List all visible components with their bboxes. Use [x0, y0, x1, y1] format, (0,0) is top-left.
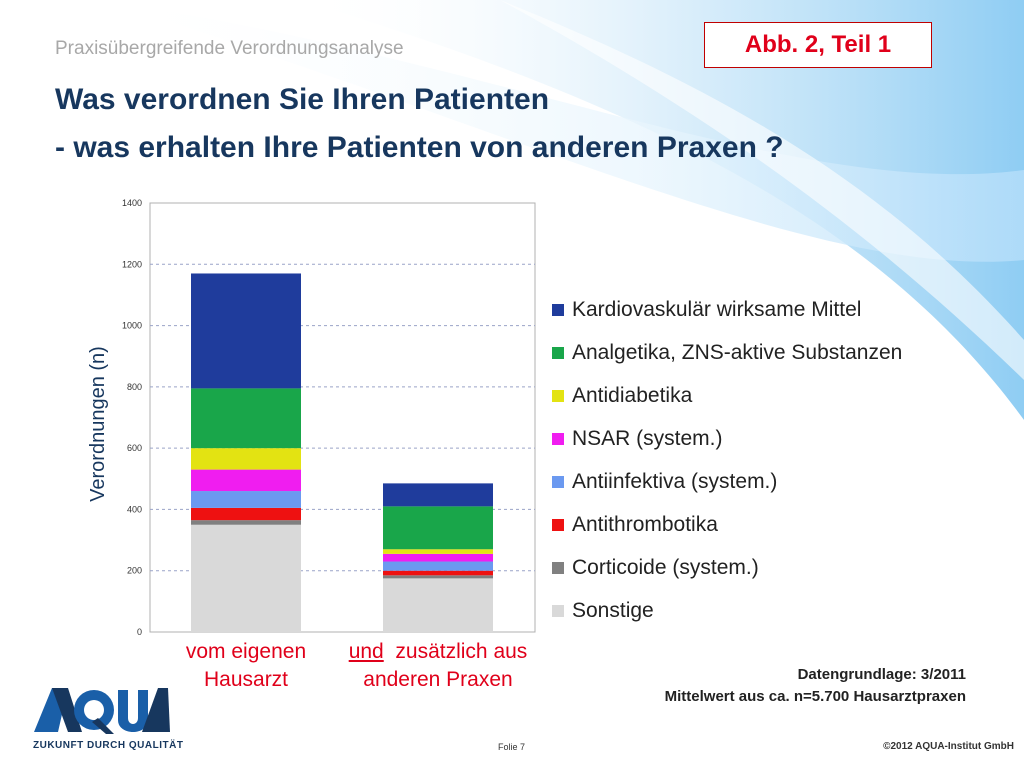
legend-label: NSAR (system.)	[572, 426, 723, 450]
bar-segment	[383, 575, 493, 579]
legend-swatch	[552, 346, 564, 359]
legend-swatch	[552, 303, 564, 316]
bar-segment	[383, 561, 493, 571]
slide-title: Was verordnen Sie Ihren Patienten - was …	[55, 76, 784, 172]
y-tick-label: 400	[127, 504, 142, 514]
x-category-2-line-1-rest: zusätzlich aus	[383, 640, 528, 663]
x-category-1-line-2: Hausarzt	[203, 668, 289, 691]
title-line-2: - was erhalten Ihre Patienten von andere…	[55, 131, 784, 164]
aqua-logo	[34, 688, 170, 734]
legend-label: Corticoide (system.)	[572, 555, 759, 579]
x-category-1-line-1: vom eigenen	[185, 640, 307, 663]
presentation-subtitle: Praxisübergreifende Verordnungsanalyse	[55, 38, 404, 59]
legend-item: Antiinfektiva (system.)	[552, 460, 902, 503]
legend-swatch	[552, 475, 564, 488]
bar-segment	[383, 570, 493, 576]
bar-segment	[191, 520, 301, 525]
bar-segment	[383, 549, 493, 554]
legend-swatch	[552, 561, 564, 574]
data-basis-note: Datengrundlage: 3/2011	[797, 666, 966, 683]
chart-legend: Kardiovaskulär wirksame Mittel Analgetika…	[552, 288, 902, 632]
legend-swatch	[552, 432, 564, 445]
slide-number: Folie 7	[498, 742, 526, 752]
figure-label-box: Abb. 2, Teil 1	[704, 22, 932, 68]
legend-swatch	[552, 389, 564, 402]
legend-item: NSAR (system.)	[552, 417, 902, 460]
legend-item: Antidiabetika	[552, 374, 902, 417]
legend-label: Sonstige	[572, 598, 654, 622]
legend-label: Antiinfektiva (system.)	[572, 469, 778, 493]
bar-segment	[383, 506, 493, 550]
x-category-2-line-2: anderen Praxen	[363, 668, 513, 691]
legend-item: Analgetika, ZNS-aktive Substanzen	[552, 331, 902, 374]
logo-tagline: ZUKUNFT DURCH QUALITÄT	[33, 740, 184, 751]
bar-segment	[191, 273, 301, 389]
copyright: ©2012 AQUA-Institut GmbH	[883, 741, 1014, 752]
y-tick-label: 1200	[122, 259, 142, 269]
legend-label: Antidiabetika	[572, 383, 693, 407]
title-line-1: Was verordnen Sie Ihren Patienten	[55, 83, 550, 116]
y-tick-label: 200	[127, 566, 142, 576]
y-tick-label: 800	[127, 382, 142, 392]
bar-segment	[191, 507, 301, 521]
bar-segment	[191, 448, 301, 470]
mean-note: Mittelwert aus ca. n=5.700 Hausarztpraxe…	[664, 688, 966, 705]
legend-label: Analgetika, ZNS-aktive Substanzen	[572, 340, 903, 364]
bar-segment	[383, 578, 493, 632]
bar-segment	[191, 388, 301, 449]
bar-segment	[191, 524, 301, 632]
x-category-2-line-1: und zusätzlich aus	[338, 638, 538, 666]
legend-item: Kardiovaskulär wirksame Mittel	[552, 288, 902, 331]
y-tick-label: 1000	[122, 321, 142, 331]
legend-swatch	[552, 518, 564, 531]
x-category-2: und zusätzlich aus anderen Praxen	[338, 638, 538, 694]
legend-label: Antithrombotika	[572, 512, 718, 536]
legend-swatch	[552, 604, 564, 617]
y-tick-label: 0	[137, 627, 142, 637]
legend-label: Kardiovaskulär wirksame Mittel	[572, 297, 862, 321]
bar-segment	[191, 491, 301, 508]
legend-item: Sonstige	[552, 589, 902, 632]
und-emphasis: und	[348, 640, 384, 663]
y-tick-label: 1400	[122, 198, 142, 208]
y-axis-label: Verordnungen (n)	[87, 346, 109, 502]
bar-segment	[191, 469, 301, 492]
bar-segment	[383, 483, 493, 507]
x-category-1: vom eigenen Hausarzt	[146, 638, 346, 694]
legend-item: Antithrombotika	[552, 503, 902, 546]
bar-segment	[383, 553, 493, 562]
legend-item: Corticoide (system.)	[552, 546, 902, 589]
y-tick-label: 600	[127, 443, 142, 453]
